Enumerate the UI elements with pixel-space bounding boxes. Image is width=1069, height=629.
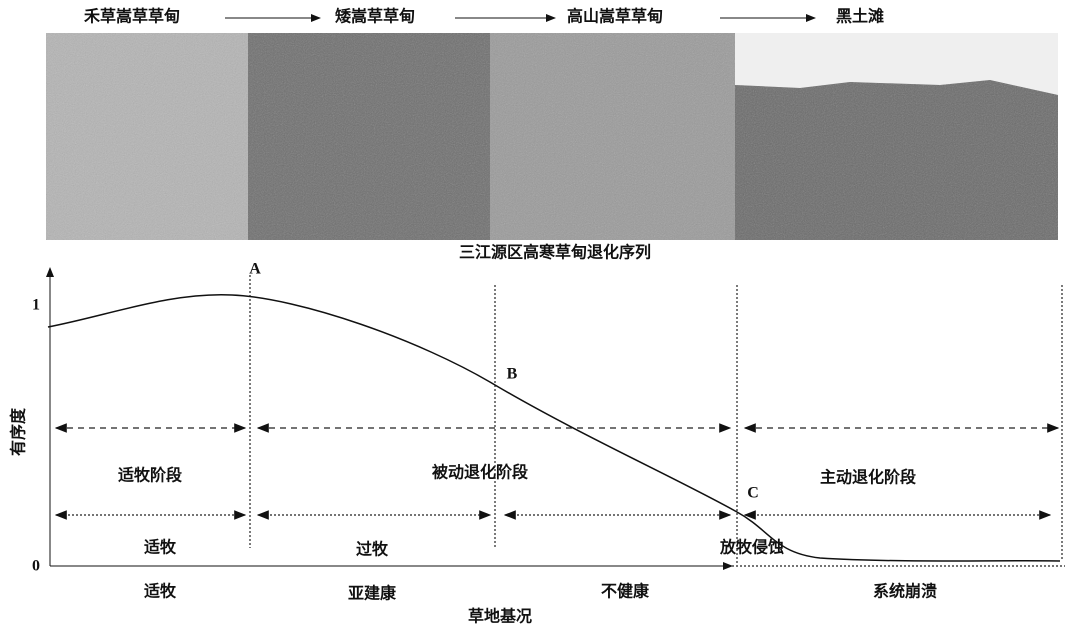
condition-label: 系统崩溃 — [873, 582, 937, 601]
point-label: C — [747, 485, 759, 502]
phase-label: 主动退化阶段 — [820, 468, 917, 487]
photos — [46, 33, 1058, 240]
stage-label: 禾草嵩草草甸 — [84, 7, 180, 26]
photo-texture — [735, 80, 1058, 240]
phase-label: 适牧阶段 — [118, 466, 183, 485]
x-axis-label: 草地基况 — [468, 607, 532, 626]
y-tick-label: 0 — [32, 558, 40, 575]
degradation-diagram: 禾草嵩草草甸 矮嵩草草甸 高山嵩草草甸 黑土滩 三江源区高寒草甸退化序列 1 0… — [0, 0, 1069, 629]
stage-label: 高山嵩草草甸 — [567, 7, 663, 26]
condition-label: 适牧 — [144, 582, 177, 601]
photo-texture — [248, 33, 490, 240]
y-axis-label: 有序度 — [9, 407, 28, 456]
photo-texture — [490, 33, 735, 240]
grazing-label: 适牧 — [144, 538, 177, 557]
phase-label: 被动退化阶段 — [432, 463, 529, 482]
grazing-label: 放牧侵蚀 — [719, 538, 784, 557]
caption: 三江源区高寒草甸退化序列 — [459, 243, 651, 262]
photo-texture — [46, 33, 248, 240]
y-tick-label: 1 — [32, 297, 40, 314]
condition-label: 亚建康 — [348, 584, 397, 603]
condition-label: 不健康 — [601, 582, 650, 601]
stage-label: 黑土滩 — [836, 7, 884, 26]
point-label: B — [507, 366, 518, 383]
point-label: A — [249, 261, 261, 278]
grazing-label: 过牧 — [356, 540, 389, 559]
stage-label: 矮嵩草草甸 — [335, 7, 415, 26]
